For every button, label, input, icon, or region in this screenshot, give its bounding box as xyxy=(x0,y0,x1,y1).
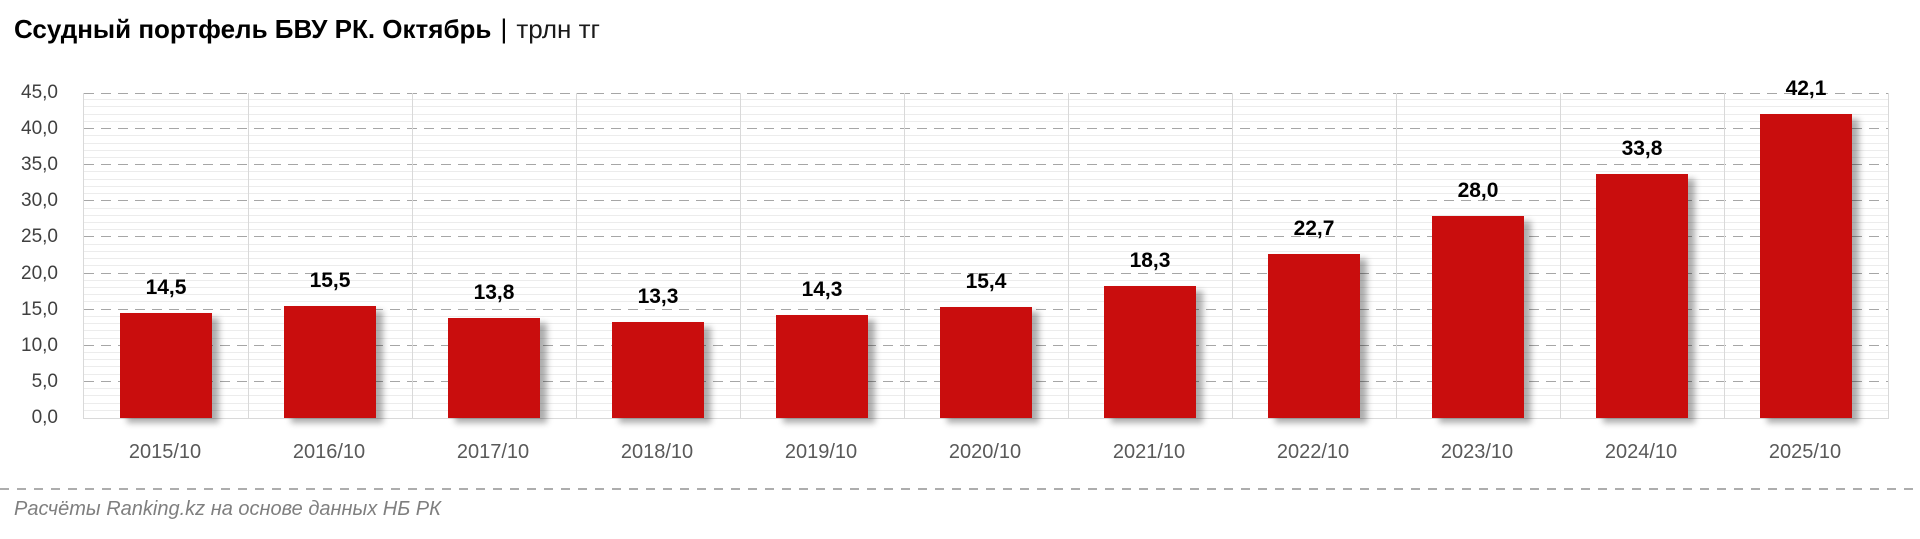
y-tick-label: 10,0 xyxy=(21,334,58,356)
y-tick-label: 35,0 xyxy=(21,154,58,176)
bar-value-label: 33,8 xyxy=(1621,136,1663,160)
y-tick-label: 40,0 xyxy=(21,118,58,140)
bar xyxy=(1596,173,1688,418)
x-tick-label: 2024/10 xyxy=(1604,441,1678,463)
bar xyxy=(776,314,868,418)
x-tick-label: 2015/10 xyxy=(128,441,202,463)
gridline-major xyxy=(84,236,1888,238)
gridline-minor xyxy=(84,243,1888,245)
gridline-minor xyxy=(84,149,1888,151)
gridline-minor xyxy=(84,287,1888,288)
gridline-minor xyxy=(84,301,1888,303)
source-note: Расчёты Ranking.kz на основе данных НБ Р… xyxy=(14,498,441,520)
category-separator xyxy=(904,93,905,418)
x-tick-label: 2018/10 xyxy=(620,441,694,463)
gridline-minor xyxy=(84,279,1888,281)
gridline-minor xyxy=(84,294,1888,296)
gridline-minor xyxy=(84,229,1888,231)
bar-value-label: 28,0 xyxy=(1457,178,1499,202)
x-tick-label: 2020/10 xyxy=(948,441,1022,463)
bar-value-label: 13,3 xyxy=(637,284,679,308)
category-separator xyxy=(576,93,577,418)
y-tick-label: 15,0 xyxy=(21,298,58,320)
gridline-minor xyxy=(84,193,1888,195)
x-tick-label: 2025/10 xyxy=(1768,441,1842,463)
gridline-major xyxy=(84,93,1888,94)
footer-divider xyxy=(0,488,1920,490)
bar-value-label: 42,1 xyxy=(1785,76,1827,100)
gridline-minor xyxy=(84,214,1888,216)
gridline-minor xyxy=(84,113,1888,115)
gridline-minor xyxy=(84,178,1888,180)
gridline-minor xyxy=(84,171,1888,173)
x-tick-label: 2022/10 xyxy=(1276,441,1350,463)
x-tick-label: 2016/10 xyxy=(292,441,366,463)
bar-value-label: 14,3 xyxy=(801,277,843,301)
chart-title-main: Ссудный портфель БВУ РК. Октябрь xyxy=(14,14,492,44)
bar xyxy=(1760,113,1852,418)
gridline-minor xyxy=(84,185,1888,187)
bar-value-label: 18,3 xyxy=(1129,248,1171,272)
bar xyxy=(448,318,540,418)
category-separator xyxy=(1232,93,1233,418)
bar-value-label: 15,4 xyxy=(965,269,1007,293)
gridline-minor xyxy=(84,157,1888,158)
bar xyxy=(1432,215,1524,418)
x-tick-label: 2021/10 xyxy=(1112,441,1186,463)
y-tick-label: 30,0 xyxy=(21,190,58,212)
gridline-minor xyxy=(84,106,1888,108)
gridline-minor xyxy=(84,135,1888,137)
bar xyxy=(1104,285,1196,418)
bar-value-label: 14,5 xyxy=(145,276,187,300)
y-tick-label: 25,0 xyxy=(21,226,58,248)
plot-area: 14,5 15,5 13,8 13,3 14,3 15,4 18,3 22,7 28,0 33,8… xyxy=(83,77,1889,419)
gridline-major xyxy=(84,200,1888,202)
gridline-minor xyxy=(84,207,1888,209)
category-separator xyxy=(1068,93,1069,418)
x-axis: 2015/10 2016/10 2017/10 2018/10 2019/10 2020/… xyxy=(83,437,1887,467)
category-separator xyxy=(740,93,741,418)
gridline-minor xyxy=(84,222,1888,223)
bar xyxy=(120,313,212,418)
gridline-major xyxy=(84,164,1888,166)
category-separator xyxy=(1396,93,1397,418)
bar xyxy=(940,306,1032,418)
chart-title: Ссудный портфель БВУ РК. Октябрь | трлн тг xyxy=(14,12,600,46)
gridline-minor xyxy=(84,250,1888,252)
gridline-major xyxy=(84,272,1888,274)
category-separator xyxy=(1724,93,1725,418)
chart-title-separator: | xyxy=(500,14,508,44)
gridline-minor xyxy=(84,120,1888,122)
bar-value-label: 15,5 xyxy=(309,269,351,293)
bar xyxy=(1268,254,1360,418)
gridline-minor xyxy=(84,142,1888,144)
gridline-minor xyxy=(84,258,1888,260)
gridline-major xyxy=(84,128,1888,130)
y-axis: 0,0 5,0 10,0 15,0 20,0 25,0 30,0 35,0 40,0 45,0 xyxy=(0,82,58,428)
chart-title-unit: трлн тг xyxy=(516,14,601,44)
category-separator xyxy=(1560,93,1561,418)
category-separator xyxy=(248,93,249,418)
y-tick-label: 0,0 xyxy=(31,407,58,428)
gridline-minor xyxy=(84,265,1888,267)
y-tick-label: 45,0 xyxy=(21,82,58,103)
bar-value-label: 13,8 xyxy=(473,281,515,305)
gridline-minor xyxy=(84,99,1888,101)
x-tick-label: 2023/10 xyxy=(1440,441,1514,463)
x-tick-label: 2017/10 xyxy=(456,441,530,463)
bar-value-label: 22,7 xyxy=(1293,217,1335,241)
y-tick-label: 5,0 xyxy=(31,370,58,392)
category-separator xyxy=(412,93,413,418)
bar xyxy=(612,321,704,418)
x-tick-label: 2019/10 xyxy=(784,441,858,463)
y-tick-label: 20,0 xyxy=(21,262,58,284)
bar xyxy=(284,306,376,418)
